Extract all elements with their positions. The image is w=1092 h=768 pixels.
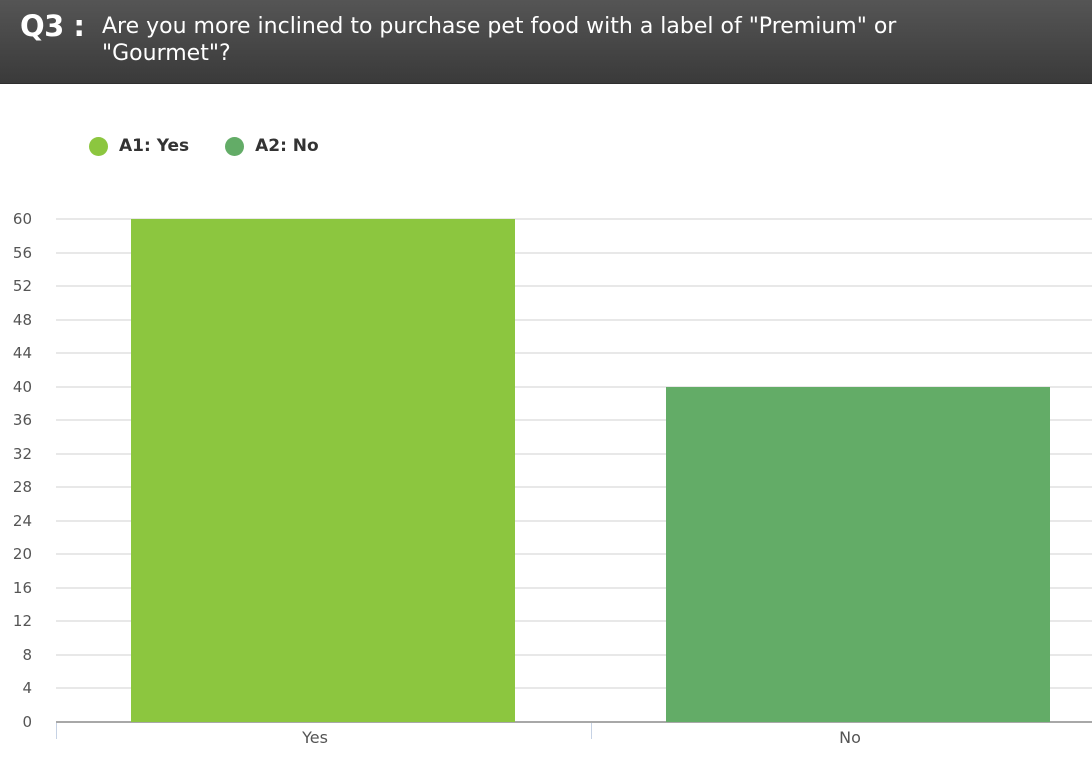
y-axis-tick-label: 60 (12, 210, 32, 228)
y-axis-tick-label: 20 (12, 545, 32, 564)
y-axis-tick-label: 44 (12, 344, 32, 363)
y-axis-tick-label: 40 (12, 377, 32, 396)
gridline (56, 586, 1092, 589)
gridline (56, 352, 1092, 355)
y-axis-tick-label: 56 (12, 243, 32, 262)
y-axis-tick-label: 12 (12, 612, 32, 631)
bar-yes[interactable] (131, 219, 515, 722)
gridline (56, 218, 1092, 220)
y-axis-tick-label: 0 (22, 713, 32, 731)
legend-label-no: A2: No (255, 136, 319, 156)
bar-no[interactable] (666, 386, 1050, 722)
gridline (56, 620, 1092, 623)
gridline (56, 653, 1092, 656)
gridline (56, 519, 1092, 522)
gridline (56, 318, 1092, 321)
gridline (56, 553, 1092, 556)
y-axis-tick-label: 24 (12, 511, 32, 530)
x-axis-line (56, 721, 1092, 723)
gridline (56, 251, 1092, 254)
legend-item-no[interactable]: A2: No (225, 136, 319, 156)
y-axis-tick-label: 4 (22, 679, 32, 698)
gridline (56, 385, 1092, 388)
legend-dot-yes-icon (89, 136, 108, 156)
question-number: Q3 : (20, 9, 85, 43)
y-axis-tick-label: 36 (12, 411, 32, 430)
y-axis-tick-label: 32 (12, 444, 32, 463)
gridline (56, 687, 1092, 690)
y-axis-tick-label: 16 (12, 578, 32, 597)
x-axis-label-yes: Yes (302, 728, 328, 747)
y-axis-tick-label: 52 (12, 277, 32, 296)
bar-chart: 0 4 8 12 16 20 24 28 32 36 40 44 48 52 56 60 Yes No (0, 200, 1092, 768)
y-axis-tick-label: 28 (12, 478, 32, 497)
legend-label-yes: A1: Yes (119, 136, 190, 156)
gridline (56, 285, 1092, 288)
legend-dot-no-icon (225, 136, 245, 156)
gridline (56, 452, 1092, 455)
y-axis-tick-label: 48 (12, 310, 32, 329)
gridline (56, 419, 1092, 422)
x-axis-label-no: No (839, 728, 861, 747)
chart-legend: A1: Yes A2: No (89, 134, 355, 158)
x-axis-tick (56, 723, 57, 739)
legend-item-yes[interactable]: A1: Yes (89, 136, 189, 156)
gridline (56, 486, 1092, 489)
x-axis-tick (591, 723, 592, 739)
question-text: Are you more inclined to purchase pet fo… (102, 14, 897, 66)
question-header: Q3 : Are you more inclined to purchase p… (0, 0, 1092, 84)
y-axis-tick-label: 8 (22, 645, 32, 664)
